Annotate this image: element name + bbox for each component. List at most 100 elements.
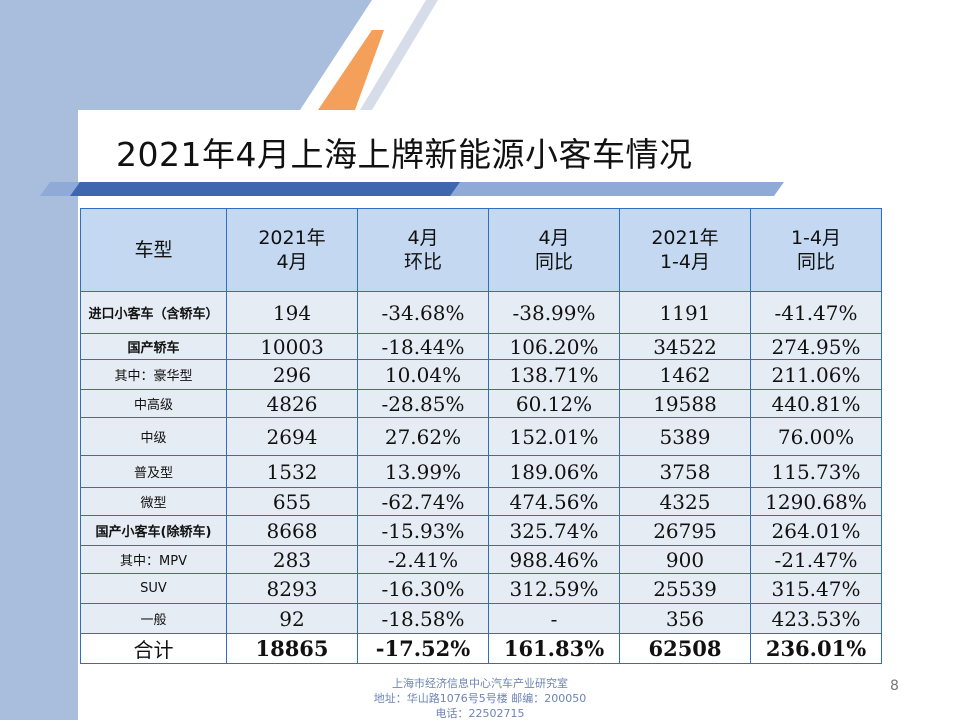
table-cell: -34.68% <box>357 291 489 334</box>
column-header-line2: 同比 <box>534 251 573 273</box>
row-label: 中高级 <box>80 389 227 418</box>
row-label: 普及型 <box>80 455 227 488</box>
table-cell: -21.47% <box>750 545 882 574</box>
table-cell: -2.41% <box>357 545 489 574</box>
table-cell: 236.01% <box>750 633 882 664</box>
row-label: 国产轿车 <box>80 333 227 360</box>
column-header-line1: 1-4月 <box>790 227 842 249</box>
row-label: 一般 <box>80 603 227 634</box>
table-row: 微型 655 -62.74% 474.56% 4325 1290.68% <box>80 487 882 516</box>
column-header: 4月 环比 <box>357 208 489 292</box>
column-header: 车型 <box>80 208 227 292</box>
row-label: 合计 <box>80 633 227 664</box>
table-cell: 1462 <box>619 359 751 390</box>
table-cell: 13.99% <box>357 455 489 488</box>
table-cell: 8293 <box>226 573 358 604</box>
table-cell: 296 <box>226 359 358 390</box>
table-row: 进口小客车（含轿车） 194 -34.68% -38.99% 1191 -41.47% <box>80 291 882 334</box>
table-cell: 5389 <box>619 417 751 456</box>
table-cell: 474.56% <box>488 487 620 516</box>
table-cell: 4826 <box>226 389 358 418</box>
table-cell: -18.44% <box>357 333 489 360</box>
table-cell: 274.95% <box>750 333 882 360</box>
row-label: 微型 <box>80 487 227 516</box>
column-header: 4月 同比 <box>488 208 620 292</box>
table-cell: 3758 <box>619 455 751 488</box>
table-cell: 1290.68% <box>750 487 882 516</box>
table-row: 国产轿车 10003 -18.44% 106.20% 34522 274.95% <box>80 333 882 360</box>
table-cell: 34522 <box>619 333 751 360</box>
column-header-line2: 1-4月 <box>659 251 711 273</box>
page-number: 8 <box>890 678 899 694</box>
page-title: 2021年4月上海上牌新能源小客车情况 <box>116 135 693 174</box>
table-row: 其中：MPV 283 -2.41% 988.46% 900 -21.47% <box>80 545 882 574</box>
data-table: 车型 2021年 4月 4月 环比 4月 同比 2021年 1-4月 1-4月 同比 进口小客车（含… <box>80 208 882 664</box>
table-row: 普及型 1532 13.99% 189.06% 3758 115.73% <box>80 455 882 488</box>
table-cell: 423.53% <box>750 603 882 634</box>
table-cell: 161.83% <box>488 633 620 664</box>
table-cell: 25539 <box>619 573 751 604</box>
table-cell: -28.85% <box>357 389 489 418</box>
table-cell: 900 <box>619 545 751 574</box>
title-underline-bar <box>40 182 784 196</box>
column-header: 1-4月 同比 <box>750 208 882 292</box>
table-cell: -18.58% <box>357 603 489 634</box>
footer-phone: 电话：22502715 <box>435 707 525 720</box>
footer-address: 地址：华山路1076号5号楼 邮编：200050 <box>373 692 587 705</box>
sidebar-background <box>0 0 78 720</box>
table-cell: 10.04% <box>357 359 489 390</box>
column-header-line1: 2021年 <box>651 227 719 249</box>
column-header-line1: 4月 <box>407 227 439 249</box>
table-cell: 264.01% <box>750 515 882 546</box>
table-cell: 60.12% <box>488 389 620 418</box>
table-cell: 194 <box>226 291 358 334</box>
column-header: 2021年 1-4月 <box>619 208 751 292</box>
table-row: 中高级 4826 -28.85% 60.12% 19588 440.81% <box>80 389 882 418</box>
table-cell: 62508 <box>619 633 751 664</box>
table-cell: 356 <box>619 603 751 634</box>
table-cell: 10003 <box>226 333 358 360</box>
row-label: 国产小客车(除轿车) <box>80 515 227 546</box>
table-cell: 283 <box>226 545 358 574</box>
table-cell: 1532 <box>226 455 358 488</box>
table-row: 其中：豪华型 296 10.04% 138.71% 1462 211.06% <box>80 359 882 390</box>
row-label: 进口小客车（含轿车） <box>80 291 227 334</box>
table-row: 中级 2694 27.62% 152.01% 5389 76.00% <box>80 417 882 456</box>
table-cell: 312.59% <box>488 573 620 604</box>
column-header-line2: 4月 <box>276 251 308 273</box>
table-cell: 655 <box>226 487 358 516</box>
table-cell: -16.30% <box>357 573 489 604</box>
table-cell: -62.74% <box>357 487 489 516</box>
column-header: 2021年 4月 <box>226 208 358 292</box>
table-cell: 92 <box>226 603 358 634</box>
table-row: 一般 92 -18.58% -356 423.53% <box>80 603 882 634</box>
table-cell: 19588 <box>619 389 751 418</box>
table-cell: 138.71% <box>488 359 620 390</box>
column-header-line2: 环比 <box>403 251 442 273</box>
column-header-line1: 车型 <box>134 239 173 261</box>
footer-org: 上海市经济信息中心汽车产业研究室 <box>392 677 568 690</box>
footer-contact: 上海市经济信息中心汽车产业研究室 地址：华山路1076号5号楼 邮编：20005… <box>330 676 630 721</box>
column-header-line2: 同比 <box>796 251 835 273</box>
table-cell: 26795 <box>619 515 751 546</box>
table-cell: 315.47% <box>750 573 882 604</box>
table-cell: 988.46% <box>488 545 620 574</box>
table-cell: 440.81% <box>750 389 882 418</box>
table-cell: 115.73% <box>750 455 882 488</box>
table-cell: 18865 <box>226 633 358 664</box>
table-cell: -15.93% <box>357 515 489 546</box>
table-cell: -41.47% <box>750 291 882 334</box>
header-decoration <box>0 0 960 110</box>
table-cell: 211.06% <box>750 359 882 390</box>
table-row: 合计 18865 -17.52% 161.83% 62508 236.01% <box>80 633 882 664</box>
table-cell: 4325 <box>619 487 751 516</box>
row-label: 中级 <box>80 417 227 456</box>
row-label: 其中：MPV <box>80 545 227 574</box>
column-header-line1: 4月 <box>538 227 570 249</box>
row-label: SUV <box>80 573 227 604</box>
table-cell: 27.62% <box>357 417 489 456</box>
column-header-line1: 2021年 <box>258 227 326 249</box>
table-cell: 2694 <box>226 417 358 456</box>
table-row: 国产小客车(除轿车) 8668 -15.93% 325.74% 26795 264.01% <box>80 515 882 546</box>
table-cell: - <box>488 603 620 634</box>
